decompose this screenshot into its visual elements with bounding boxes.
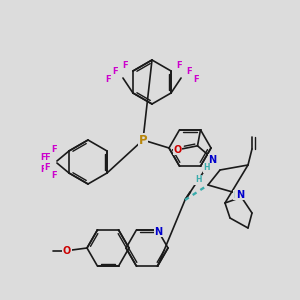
Text: H: H <box>234 190 240 200</box>
Text: F: F <box>51 170 57 179</box>
Text: F: F <box>51 145 57 154</box>
Text: N: N <box>208 155 217 165</box>
Text: N: N <box>154 227 163 237</box>
Text: F: F <box>44 154 50 163</box>
Text: H: H <box>203 163 210 172</box>
Text: F: F <box>40 164 46 173</box>
Text: F: F <box>112 67 118 76</box>
Text: N: N <box>236 190 244 200</box>
Text: F: F <box>176 61 182 70</box>
Text: F: F <box>122 61 128 70</box>
Text: H: H <box>195 176 201 184</box>
Text: F: F <box>193 74 199 83</box>
Text: O: O <box>63 246 71 256</box>
Text: P: P <box>139 134 147 146</box>
Text: F: F <box>40 152 46 161</box>
Text: F: F <box>186 67 192 76</box>
Text: O: O <box>173 145 181 155</box>
Text: F: F <box>44 163 50 172</box>
Text: F: F <box>105 74 111 83</box>
